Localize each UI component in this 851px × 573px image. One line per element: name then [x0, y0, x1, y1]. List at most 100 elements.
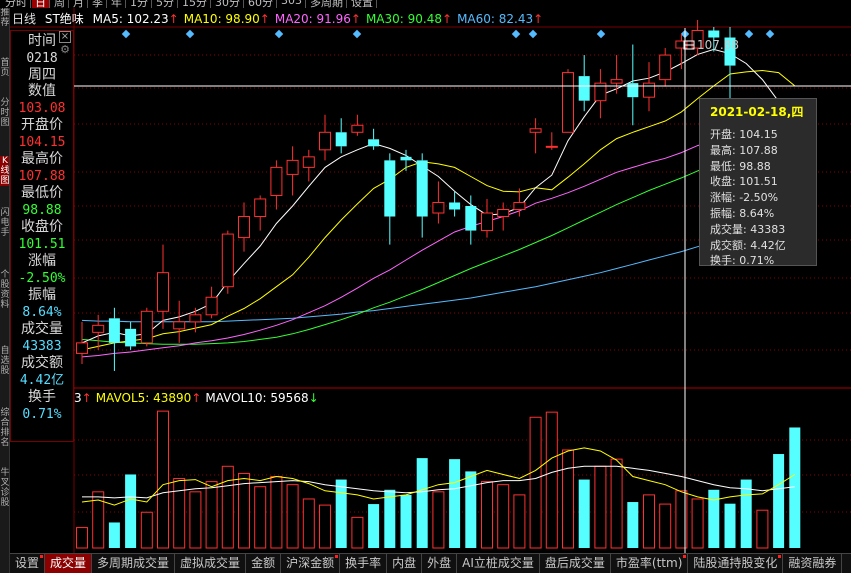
volume-bar[interactable]: [416, 458, 428, 548]
event-marker-icon[interactable]: [528, 29, 538, 39]
indicator-tab[interactable]: AI立桩成交量: [457, 554, 540, 573]
volume-bar[interactable]: [221, 465, 234, 549]
volume-bar[interactable]: [140, 511, 153, 549]
volume-bar[interactable]: [789, 427, 801, 548]
candle[interactable]: [513, 188, 526, 217]
candle[interactable]: [497, 202, 510, 231]
candle[interactable]: [189, 307, 202, 333]
left-nav-item[interactable]: 推荐: [0, 8, 10, 28]
candle[interactable]: [465, 195, 477, 245]
period-tab[interactable]: 15分: [179, 0, 211, 8]
volume-bar[interactable]: [351, 516, 364, 549]
volume-bar[interactable]: [270, 476, 283, 549]
volume-bar[interactable]: [627, 502, 639, 548]
candle[interactable]: [610, 55, 623, 94]
volume-bar[interactable]: [400, 494, 412, 548]
candle[interactable]: [659, 48, 672, 87]
candle[interactable]: [92, 314, 105, 350]
volume-bar[interactable]: [125, 474, 137, 548]
volume-bar[interactable]: [578, 479, 590, 548]
period-tab[interactable]: 设置: [348, 0, 377, 8]
indicator-tab[interactable]: 金额: [246, 554, 282, 573]
volume-bar[interactable]: [562, 449, 574, 549]
candle[interactable]: [416, 153, 428, 238]
candle[interactable]: [108, 307, 120, 371]
volume-bar[interactable]: [238, 472, 250, 549]
volume-bar[interactable]: [529, 416, 542, 549]
period-tab[interactable]: 多周期: [307, 0, 347, 8]
volume-bar[interactable]: [497, 484, 510, 549]
candle[interactable]: [643, 62, 655, 112]
volume-bar[interactable]: [545, 411, 558, 549]
indicator-tab[interactable]: 设置: [10, 554, 46, 573]
volume-bar[interactable]: [205, 481, 218, 549]
candle[interactable]: [302, 149, 315, 182]
candle[interactable]: [384, 153, 396, 245]
candle[interactable]: [449, 191, 461, 217]
kline-chart[interactable]: 107.88: [0, 0, 851, 553]
period-tab[interactable]: 年: [108, 0, 126, 8]
candle[interactable]: [432, 181, 445, 224]
volume-bar[interactable]: [384, 489, 396, 548]
volume-bar[interactable]: [610, 458, 623, 549]
volume-bar[interactable]: [302, 498, 315, 549]
event-marker-icon[interactable]: [765, 29, 775, 39]
candle[interactable]: [481, 198, 493, 238]
volume-bar[interactable]: [675, 490, 688, 549]
candle[interactable]: [157, 244, 169, 329]
volume-bar[interactable]: [449, 459, 461, 548]
volume-bar[interactable]: [368, 504, 380, 548]
indicator-tab[interactable]: 市盈率(ttm): [611, 554, 689, 573]
volume-bar[interactable]: [513, 494, 526, 549]
volume-bar[interactable]: [708, 489, 720, 548]
volume-bar[interactable]: [756, 509, 769, 549]
indicator-tab[interactable]: 虚拟成交量: [175, 554, 247, 573]
volume-bar[interactable]: [319, 504, 331, 549]
candle[interactable]: [140, 307, 153, 347]
volume-bar[interactable]: [594, 465, 607, 549]
candle[interactable]: [270, 160, 283, 210]
left-nav-item[interactable]: 个股资料: [0, 270, 10, 310]
volume-bar[interactable]: [465, 471, 477, 548]
event-marker-icon[interactable]: [185, 29, 195, 39]
volume-bar[interactable]: [643, 494, 655, 549]
left-nav-item[interactable]: 自选股: [0, 346, 10, 376]
left-nav-item[interactable]: K线图: [0, 156, 10, 186]
volume-bar[interactable]: [286, 484, 299, 549]
indicator-tab[interactable]: 融资融券: [783, 554, 843, 573]
volume-bar[interactable]: [773, 454, 785, 548]
candle[interactable]: [594, 69, 607, 119]
period-tab[interactable]: 1分: [127, 0, 152, 8]
candle[interactable]: [335, 118, 347, 154]
volume-bar[interactable]: [335, 479, 347, 548]
event-marker-icon[interactable]: [511, 29, 521, 39]
gear-icon[interactable]: ⚙: [60, 43, 70, 56]
indicator-tab[interactable]: 沪深金额: [281, 554, 341, 573]
left-nav-item[interactable]: 首页: [0, 58, 10, 78]
indicator-tab[interactable]: 外盘: [422, 554, 458, 573]
period-tab[interactable]: 季: [89, 0, 107, 8]
indicator-tab[interactable]: 多周期成交量: [92, 554, 176, 573]
indicator-tab[interactable]: 陆股通持股变化: [688, 554, 784, 573]
left-nav-item[interactable]: 分时图: [0, 98, 10, 128]
period-tab[interactable]: 303: [278, 0, 306, 8]
volume-bar[interactable]: [740, 479, 752, 548]
candle[interactable]: [173, 300, 186, 343]
volume-bar[interactable]: [691, 498, 704, 549]
candle[interactable]: [400, 149, 412, 171]
left-nav-item[interactable]: 闪电手: [0, 208, 10, 238]
volume-bar[interactable]: [724, 503, 736, 548]
volume-bar[interactable]: [432, 491, 445, 549]
event-marker-icon[interactable]: [121, 29, 131, 39]
volume-bar[interactable]: [481, 481, 493, 549]
candle[interactable]: [529, 118, 542, 154]
candle[interactable]: [578, 55, 590, 112]
period-tab[interactable]: 5分: [153, 0, 178, 8]
volume-bar[interactable]: [189, 491, 202, 549]
candle[interactable]: [205, 286, 218, 319]
indicator-tab[interactable]: 内盘: [387, 554, 423, 573]
candle[interactable]: [691, 19, 704, 56]
close-icon[interactable]: ×: [59, 31, 71, 43]
event-marker-icon[interactable]: [744, 29, 754, 39]
candle[interactable]: [125, 321, 137, 350]
